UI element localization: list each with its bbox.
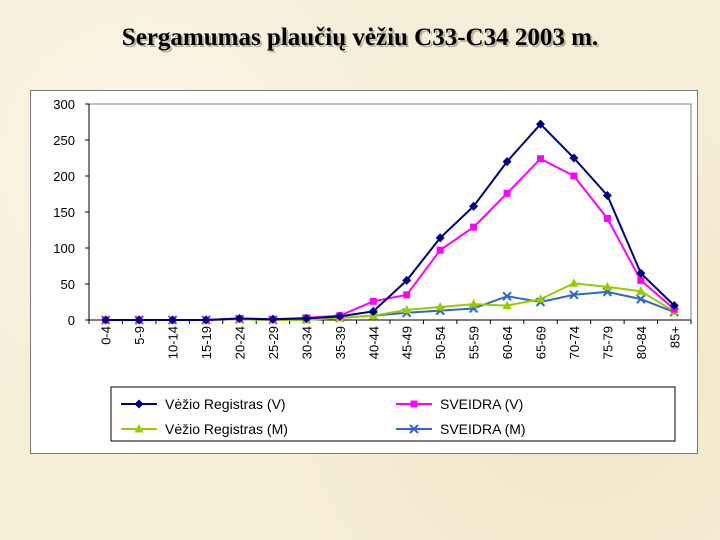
plot-area <box>88 103 692 321</box>
y-tick-label: 50 <box>61 277 75 292</box>
data-point <box>603 214 611 222</box>
x-tick-label: 60-64 <box>500 326 515 359</box>
data-point <box>436 246 444 254</box>
data-point <box>268 314 278 324</box>
y-tick-label: 300 <box>53 97 75 112</box>
legend-label: SVEIDRA (M) <box>440 421 526 437</box>
data-point <box>637 276 645 284</box>
plot-border <box>88 103 692 321</box>
data-point <box>536 119 545 129</box>
marker-stroke <box>636 294 646 304</box>
series-layer <box>101 119 679 325</box>
data-point <box>101 315 111 325</box>
data-point <box>636 268 646 278</box>
data-point <box>669 301 679 311</box>
y-tick-label: 100 <box>53 241 75 256</box>
x-tick-label: 70-74 <box>567 326 582 359</box>
legend-item: Vėžio Registras (V) <box>121 396 286 412</box>
legend-item: SVEIDRA (V) <box>396 396 523 412</box>
marker-stroke <box>569 290 579 300</box>
x-tick-label: 85+ <box>667 326 682 348</box>
legend-item: Vėžio Registras (M) <box>121 421 288 437</box>
x-tick-label: 15-19 <box>199 326 214 359</box>
marker-stroke <box>502 291 512 301</box>
legend-marker <box>134 424 144 433</box>
data-point <box>470 223 478 231</box>
series-line <box>105 122 675 321</box>
y-tick-label: 200 <box>53 169 75 184</box>
data-point <box>402 304 412 314</box>
data-point <box>301 314 311 324</box>
x-tick-label: 80-84 <box>634 326 649 359</box>
data-point <box>469 299 479 308</box>
data-point <box>602 281 612 291</box>
marker-stroke <box>409 424 419 434</box>
x-tick-label: 50-54 <box>433 326 448 359</box>
x-tick-label: 65-69 <box>534 326 549 359</box>
slide-title: Sergamumas plaučių vėžiu C33-C34 2003 m. <box>121 24 599 51</box>
data-point <box>537 155 544 163</box>
x-tick-label: 5-9 <box>132 326 147 345</box>
x-axis: 0-4 5-9 10-14 15-19 20-24 25-29 30-34 35-39 40-4… <box>88 319 692 359</box>
data-point <box>569 290 579 300</box>
data-point <box>435 302 445 311</box>
data-point <box>503 189 511 197</box>
y-tick-label: 150 <box>53 205 75 220</box>
data-point <box>569 153 579 163</box>
legend-label: Vėžio Registras (V) <box>165 396 286 412</box>
data-point <box>435 233 445 243</box>
x-tick-label: 0-4 <box>99 326 114 345</box>
x-tick-label: 35-39 <box>333 326 348 359</box>
data-point <box>469 201 479 211</box>
x-tick-label: 40-44 <box>366 326 381 359</box>
data-point <box>134 315 144 325</box>
line-chart: 0 50 100 150 200 250 300 0-4 5-9 10-14 15-19 20-24… <box>53 97 692 442</box>
data-point <box>502 157 512 167</box>
data-point <box>636 294 646 304</box>
data-point <box>569 278 579 287</box>
data-point <box>502 300 512 310</box>
data-point <box>502 291 512 301</box>
x-tick-label: 10-14 <box>166 326 181 359</box>
legend-item: SVEIDRA (M) <box>396 421 526 437</box>
y-tick-label: 250 <box>53 133 75 148</box>
x-tick-label: 55-59 <box>467 326 482 359</box>
data-point <box>368 306 378 316</box>
legend-label: SVEIDRA (V) <box>440 396 523 412</box>
series-0 <box>101 119 679 325</box>
data-point <box>168 315 178 325</box>
data-point <box>570 172 578 180</box>
legend-marker <box>410 400 418 408</box>
data-point <box>402 275 412 285</box>
x-tick-label: 30-34 <box>299 326 314 359</box>
data-point <box>536 294 545 303</box>
y-axis: 0 50 100 150 200 250 300 <box>53 97 90 328</box>
legend: Vėžio Registras (V) SVEIDRA (V) Vėžio Regi… <box>110 386 676 442</box>
data-point <box>335 311 345 321</box>
legend-label: Vėžio Registras (M) <box>165 421 288 437</box>
x-tick-label: 75-79 <box>600 326 615 359</box>
chart-frame: 0 50 100 150 200 250 300 0-4 5-9 10-14 15-19 20-24… <box>30 90 698 454</box>
data-point <box>369 297 377 305</box>
data-point <box>403 291 411 299</box>
legend-marker <box>134 399 144 409</box>
y-tick-label: 0 <box>68 313 75 328</box>
x-tick-label: 20-24 <box>233 326 248 359</box>
x-tick-label: 25-29 <box>266 326 281 359</box>
data-point <box>636 286 646 295</box>
data-point <box>201 315 211 325</box>
legend-marker <box>409 424 419 434</box>
x-tick-label: 45-49 <box>400 326 415 359</box>
legend-box <box>110 386 676 442</box>
data-point <box>602 190 612 200</box>
data-point <box>235 314 244 324</box>
